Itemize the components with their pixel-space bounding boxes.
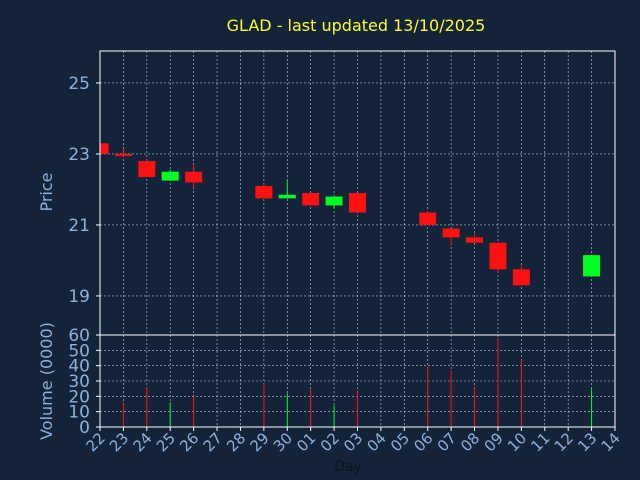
candle-body [138, 161, 156, 178]
x-tick-label: 11 [527, 429, 553, 455]
volume-y-tick-label: 40 [68, 357, 90, 377]
candle-body [466, 237, 484, 243]
candle-body [419, 212, 437, 225]
x-tick-label: 30 [270, 429, 296, 455]
x-tick-label: 07 [434, 429, 460, 455]
price-y-tick-label: 19 [68, 287, 90, 307]
volume-bars [122, 338, 593, 427]
x-tick-label: 09 [481, 429, 507, 455]
candle-body [442, 228, 460, 238]
x-axis-label: Day [334, 459, 362, 475]
volume-y-tick-label: 0 [79, 418, 90, 438]
candles [99, 143, 601, 286]
x-tick-label: 03 [340, 429, 366, 455]
x-tick-label: 13 [574, 429, 600, 455]
volume-y-tick-label: 10 [68, 403, 90, 423]
x-tick-label: 04 [364, 429, 390, 455]
candle-body [100, 143, 109, 154]
price-axis-label: Price [37, 172, 56, 211]
price-y-tick-label: 25 [68, 74, 90, 94]
candle-body [349, 193, 366, 213]
x-tick-label: 02 [317, 429, 343, 455]
x-tick-label: 01 [293, 429, 319, 455]
candle-body [302, 193, 320, 206]
candle-body [161, 171, 179, 181]
x-tick-label: 23 [106, 429, 132, 455]
volume-y-tick-label: 50 [68, 341, 90, 361]
volume-y-tick-label: 60 [68, 326, 90, 346]
x-tick-label: 26 [176, 429, 202, 455]
x-tick-label: 14 [598, 429, 624, 455]
x-tick-label: 12 [551, 429, 577, 455]
x-tick-label: 24 [129, 429, 155, 455]
x-tick-label: 06 [410, 429, 436, 455]
x-tick-label: 08 [457, 429, 483, 455]
x-tick-label: 25 [153, 429, 179, 455]
price-panel: 19 21 23 25 Price [37, 50, 616, 336]
volume-y-tick-label: 30 [68, 372, 90, 392]
candle-body [489, 242, 507, 270]
x-tick-label: 28 [223, 429, 249, 455]
volume-y-tick-label: 20 [68, 387, 90, 407]
candle-body [278, 194, 296, 199]
x-ticks: 2223242526272829300102030405060708091011… [83, 427, 624, 455]
candle-body [185, 171, 203, 183]
x-tick-label: 29 [246, 429, 272, 455]
candle-body [583, 255, 601, 277]
chart-title: GLAD - last updated 13/10/2025 [227, 16, 486, 35]
candle-body [512, 269, 530, 286]
x-tick-label: 05 [387, 429, 413, 455]
candle-body [325, 196, 343, 206]
candle-body [114, 153, 132, 156]
price-y-tick-label: 23 [68, 145, 90, 165]
x-tick-label: 27 [200, 429, 226, 455]
x-tick-label: 10 [504, 429, 530, 455]
volume-axis-label: Volume (0000) [37, 322, 56, 440]
price-y-tick-label: 21 [68, 216, 90, 236]
price-grid [100, 51, 615, 335]
price-y-ticks: 19 21 23 25 [68, 74, 100, 307]
candle-body [255, 185, 273, 199]
